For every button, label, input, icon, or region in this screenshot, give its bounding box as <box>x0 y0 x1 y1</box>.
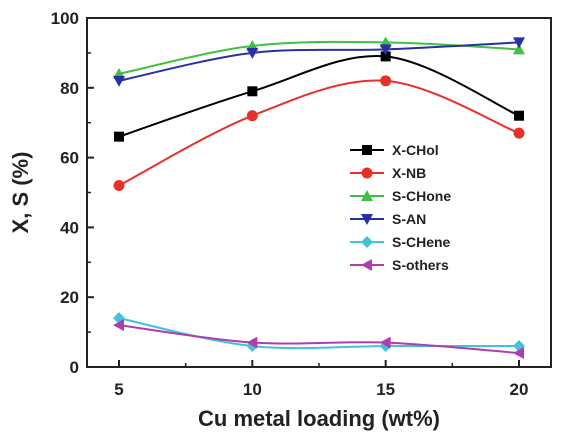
data-point <box>514 110 524 121</box>
data-point <box>380 51 391 62</box>
x-tick-label: 10 <box>243 380 262 399</box>
data-point <box>247 86 258 97</box>
x-axis-label: Cu metal loading (wt%) <box>198 406 440 431</box>
y-tick-label: 40 <box>60 218 79 237</box>
legend-label: X-NB <box>392 165 426 181</box>
series-line <box>118 79 520 187</box>
legend-item: X-NB <box>350 165 426 181</box>
series-s-chone <box>113 36 525 79</box>
legend-item: X-CHol <box>350 142 439 158</box>
data-point <box>513 37 525 49</box>
data-point <box>379 336 391 349</box>
data-point <box>246 110 258 122</box>
y-tick-label: 60 <box>60 149 79 168</box>
data-point <box>361 190 373 201</box>
series-line <box>118 317 519 350</box>
legend-item: S-others <box>350 257 449 273</box>
series-x-nb <box>113 75 525 192</box>
legend-label: S-others <box>392 257 449 273</box>
data-point <box>114 131 124 142</box>
legend-label: S-AN <box>392 211 426 227</box>
data-point <box>113 319 124 332</box>
plot-frame <box>86 17 552 368</box>
data-point <box>113 75 125 87</box>
legend-label: S-CHone <box>392 188 451 204</box>
data-point <box>361 259 372 271</box>
legend-label: S-CHene <box>392 234 451 250</box>
series-line <box>118 41 520 82</box>
data-point <box>361 236 373 248</box>
series-line <box>118 324 520 355</box>
data-point <box>246 47 259 59</box>
data-point <box>379 44 392 56</box>
series-s-an <box>113 37 525 87</box>
legend-item: S-CHone <box>350 188 451 204</box>
legend-label: X-CHol <box>392 142 439 158</box>
y-tick-label: 20 <box>60 288 79 307</box>
legend-item: S-AN <box>350 211 426 227</box>
y-tick-label: 100 <box>51 9 79 28</box>
data-point <box>361 214 373 225</box>
y-tick-label: 0 <box>70 358 79 377</box>
data-point <box>513 43 525 55</box>
series-s-chene <box>113 312 525 353</box>
x-tick-label: 15 <box>376 380 395 399</box>
x-tick-label: 5 <box>114 380 123 399</box>
series-x-chol <box>114 51 524 142</box>
data-point <box>513 127 525 139</box>
data-point <box>362 145 372 155</box>
series-line <box>118 54 520 138</box>
x-tick-label: 20 <box>510 380 529 399</box>
data-point <box>513 347 524 360</box>
y-tick-label: 80 <box>60 79 79 98</box>
legend-item: S-CHene <box>350 234 451 250</box>
data-point <box>361 167 373 179</box>
data-point <box>113 180 125 192</box>
series-s-others <box>113 319 524 360</box>
y-axis-label: X, S (%) <box>8 152 33 234</box>
data-point <box>246 336 258 349</box>
data-point <box>380 75 392 87</box>
